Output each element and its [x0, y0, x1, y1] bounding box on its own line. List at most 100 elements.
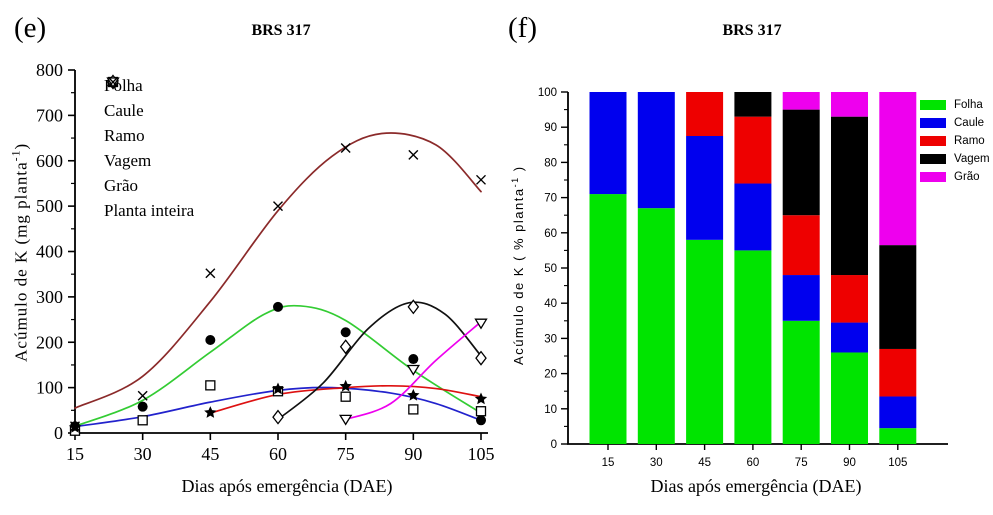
- bar-segment-caule-45: [686, 136, 724, 240]
- marker-caule: [205, 380, 216, 391]
- marker-vagem: [407, 299, 420, 315]
- legend-label: Vagem: [954, 153, 990, 165]
- legend-item-caule: Caule: [920, 114, 990, 132]
- y-tick-label: 600: [36, 151, 63, 171]
- x-tick-label: 45: [698, 457, 711, 469]
- y-tick-label: 0: [54, 423, 63, 443]
- bar-segment-ramo-60: [734, 116, 772, 184]
- x-tick-label: 75: [337, 444, 355, 464]
- chart-title-e: BRS 317: [251, 22, 311, 39]
- bar-segment-folha-105: [879, 428, 917, 444]
- y-tick-label: 800: [36, 60, 63, 80]
- marker-folha: [340, 327, 351, 338]
- legend-label: Ramo: [954, 135, 985, 147]
- fit-curve-folha: [74, 304, 482, 428]
- x-cross-icon: [108, 77, 118, 87]
- y-tick-label: 10: [544, 404, 557, 416]
- x-tick-label: 75: [795, 457, 808, 469]
- legend-item-vagem: Vagem: [920, 150, 990, 168]
- marker-vagem: [272, 409, 284, 425]
- marker-grao: [406, 364, 420, 376]
- bar-segment-caule-75: [782, 275, 820, 321]
- marker-planta-inteira: [205, 268, 216, 279]
- y-tick-label: 500: [36, 196, 63, 216]
- legend-item-grao: Grão: [104, 77, 194, 198]
- marker-ramo: [339, 379, 352, 392]
- y-tick-label: 100: [538, 87, 557, 99]
- marker-folha: [205, 334, 216, 345]
- bar-segment-folha-75: [782, 320, 820, 444]
- bar-segment-vagem-75: [782, 109, 820, 216]
- y-axis-label-f-close: ): [511, 165, 527, 177]
- legend-item-vagem: Vagem: [104, 74, 194, 173]
- bar-chart-canvas: 0 10 20 30 40 50 60 70 80 90 100 15 30 45 60 75 90 105: [538, 87, 948, 469]
- bar-segment-folha-45: [686, 239, 724, 444]
- marker-planta-inteira: [137, 390, 148, 401]
- bar-segment-caule-30: [637, 92, 675, 209]
- bar-segment-ramo-75: [782, 215, 820, 276]
- legend-label: Ramo: [104, 125, 145, 145]
- legend-item-grao: Grão: [920, 168, 990, 186]
- x-tick-label: 60: [747, 457, 760, 469]
- marker-planta-inteira: [273, 201, 283, 212]
- bar-segment-caule-15: [589, 92, 627, 195]
- x-tick-label: 30: [134, 444, 152, 464]
- bar-segment-vagem-60: [734, 92, 772, 117]
- bar-segment-folha-15: [589, 194, 627, 444]
- x-tick-label: 105: [468, 444, 495, 464]
- y-tick-label: 70: [544, 193, 557, 205]
- y-tick-label: 90: [544, 122, 557, 134]
- marker-planta-inteira: [476, 174, 486, 185]
- y-tick-label: 80: [544, 157, 557, 169]
- y-axis-label-f-text: Acúmulo de K ( % planta: [511, 187, 527, 365]
- marker-ramo: [474, 392, 488, 405]
- y-tick-label: 50: [544, 263, 557, 275]
- bar-segment-grao-75: [782, 92, 820, 110]
- legend-label: Caule: [954, 117, 985, 129]
- marker-grao: [474, 318, 488, 330]
- legend-label: Vagem: [104, 150, 152, 170]
- bar-segment-vagem-105: [879, 245, 917, 349]
- y-tick-label: 30: [544, 333, 557, 345]
- legend-swatch-icon: [920, 154, 946, 164]
- y-tick-label: 20: [544, 369, 557, 381]
- y-tick-label: 0: [551, 439, 557, 451]
- y-axis-label-f: Acúmulo de K ( % planta-1 ): [510, 125, 526, 405]
- fit-curve-vagem: [277, 301, 482, 421]
- y-axis-label-f-exponent: -1: [509, 176, 520, 188]
- legend-e: Folha Caule Ramo Vagem Grão Planta inteira: [104, 73, 194, 223]
- bar-segment-folha-30: [637, 208, 675, 444]
- marker-ramo: [407, 388, 420, 401]
- fit-curve-grao: [344, 320, 482, 421]
- marker-folha: [408, 354, 419, 365]
- marker-vagem: [475, 350, 487, 366]
- x-tick-label: 45: [201, 444, 219, 464]
- bar-segment-caule-90: [831, 322, 868, 353]
- marker-vagem: [339, 339, 352, 355]
- legend-swatch-icon: [920, 118, 946, 128]
- y-axis-label-e-close: ): [11, 142, 31, 150]
- legend-label: Folha: [954, 99, 983, 111]
- x-tick-label: 15: [66, 444, 84, 464]
- marker-caule: [408, 404, 419, 415]
- x-tick-label: 105: [888, 457, 907, 469]
- bar-segment-caule-60: [734, 183, 772, 251]
- bar-segment-ramo-105: [879, 348, 917, 397]
- x-tick-label: 15: [602, 457, 615, 469]
- chart-title-f: BRS 317: [722, 22, 782, 39]
- marker-planta-inteira: [70, 421, 80, 432]
- x-tick-label: 90: [404, 444, 422, 464]
- fit-curve-planta-inteira: [74, 132, 482, 409]
- legend-f: Folha Caule Ramo Vagem Grão: [920, 96, 990, 186]
- legend-item-caule: Caule: [104, 76, 194, 123]
- marker-planta-inteira: [408, 149, 419, 160]
- bar-segment-folha-90: [831, 352, 868, 444]
- legend-item-ramo: Ramo: [920, 132, 990, 150]
- y-tick-label: 700: [36, 105, 63, 125]
- bar-segment-vagem-90: [831, 116, 868, 276]
- legend-swatch-icon: [920, 172, 946, 182]
- panel-label-f: (f): [508, 12, 537, 44]
- y-axis-label-e-exponent: -1: [8, 149, 23, 162]
- bar-segment-caule-105: [879, 396, 917, 429]
- y-axis-label-e-text: Acúmulo de K (mg planta: [11, 161, 31, 362]
